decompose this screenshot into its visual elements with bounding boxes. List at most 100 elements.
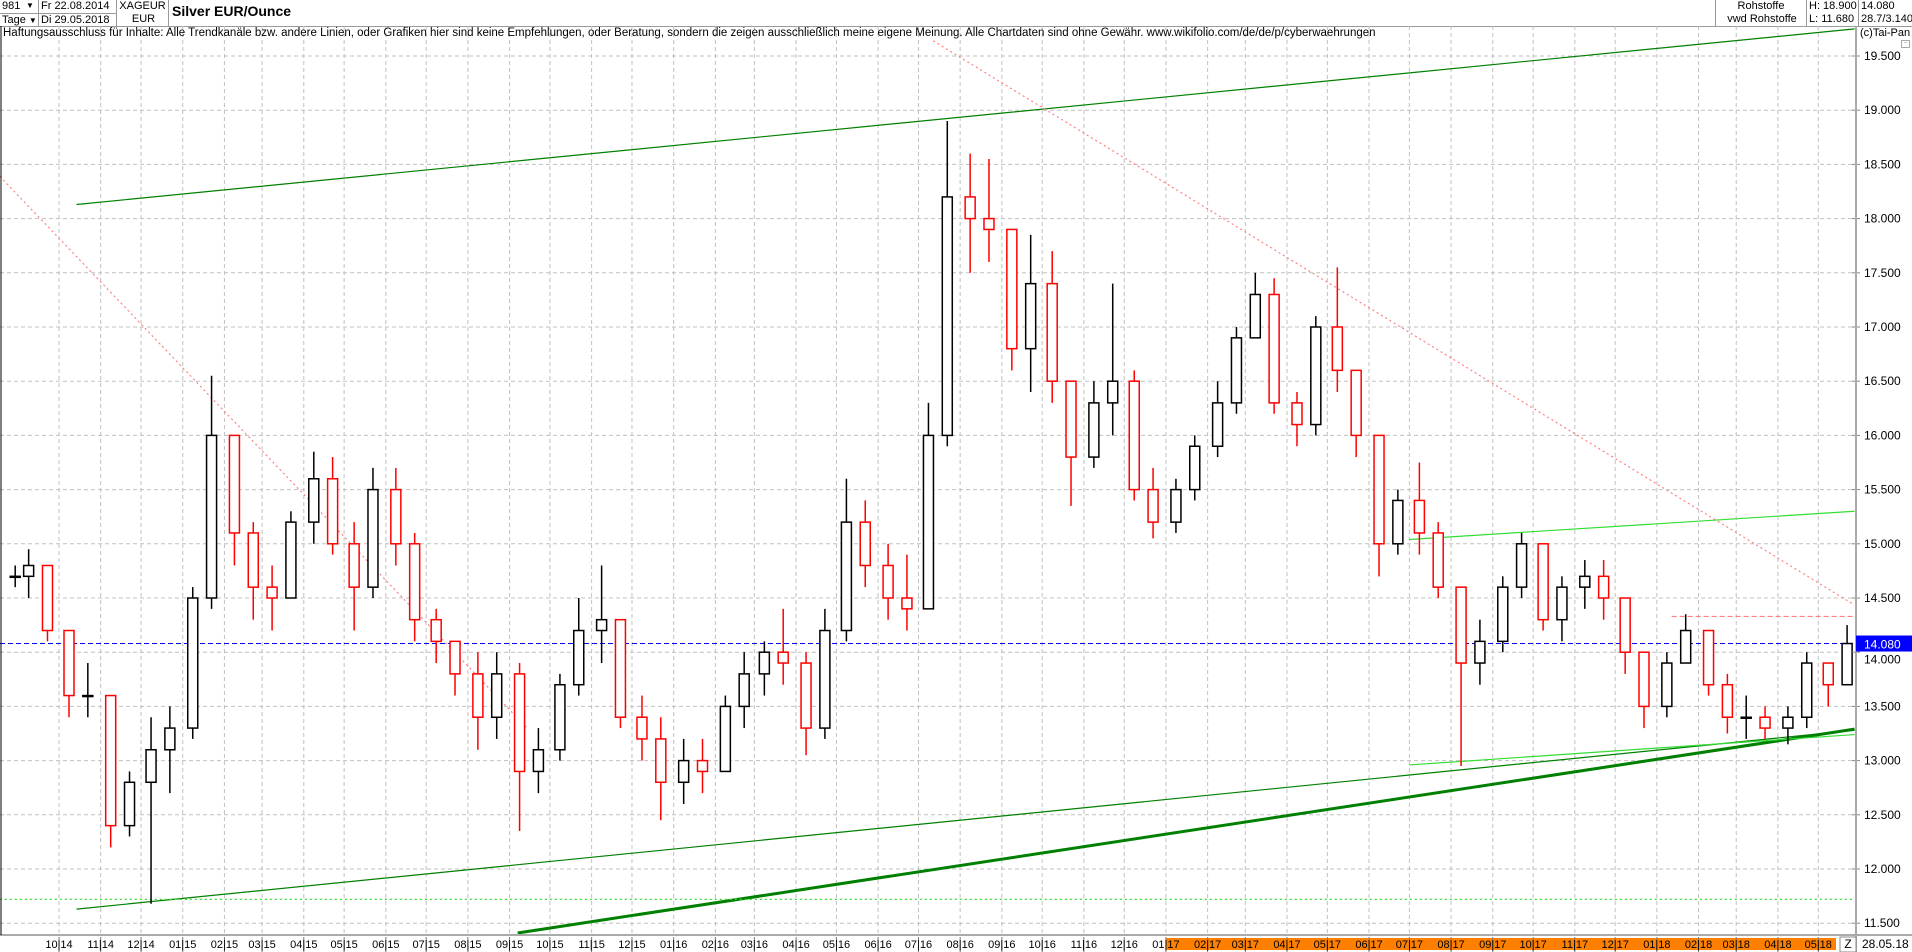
candle-body	[430, 618, 442, 643]
candle	[532, 728, 545, 794]
x-tick-label: 02|16	[702, 939, 729, 951]
bar-count[interactable]: 981	[2, 0, 21, 12]
trendline-resistance-2015	[0, 175, 528, 729]
x-tick-label: 08|16	[946, 939, 973, 951]
candle-body	[677, 759, 690, 784]
candle	[1515, 532, 1528, 598]
date-from[interactable]: Fr 22.08.2014	[41, 0, 110, 12]
candle	[1088, 381, 1100, 468]
period-selector[interactable]: Tage ▼	[0, 13, 38, 27]
date-range[interactable]: Fr 22.08.2014 Di 29.05.2018	[39, 0, 117, 26]
candle-body	[636, 716, 648, 740]
x-tick-label: 09|16	[988, 939, 1015, 951]
x-tick-label: 11|16	[1071, 939, 1098, 951]
candle-body	[532, 749, 545, 773]
x-tick-label: 04|16	[782, 939, 809, 951]
candle	[614, 618, 627, 729]
candle	[513, 663, 526, 832]
candle-body	[1474, 640, 1486, 664]
candle	[696, 738, 709, 794]
candle-body	[348, 543, 360, 588]
x-tick-label: 01|18	[1643, 939, 1670, 951]
candle	[1759, 706, 1771, 739]
candle-body	[614, 618, 627, 718]
candle	[1556, 576, 1568, 642]
candle-body	[1497, 586, 1509, 643]
candle-body	[367, 488, 379, 588]
bar-count-selector[interactable]: 981 ▼ Tage ▼	[0, 0, 39, 26]
x-tick-label: 06|16	[864, 939, 891, 951]
x-tick-label: 08|15	[454, 939, 481, 951]
candle	[1474, 619, 1486, 685]
candle	[1638, 651, 1650, 729]
exchange: Rohstoffe	[1737, 0, 1785, 12]
symbol: XAGEUR	[119, 0, 166, 12]
y-tick-label: 16.500	[1864, 374, 1901, 388]
candle	[123, 771, 136, 837]
x-tick-label: 10|17	[1519, 939, 1546, 951]
candle	[472, 652, 484, 750]
axis-end-marker: Z	[1844, 937, 1851, 951]
period-label[interactable]: Tage	[2, 14, 26, 26]
candle	[367, 467, 379, 598]
trendline-lower-channel-2017	[1409, 733, 1855, 766]
candle-body	[1782, 716, 1794, 729]
candle-body	[1128, 380, 1140, 491]
candle-body	[1147, 488, 1159, 523]
candle-body	[777, 651, 789, 664]
candle	[1046, 251, 1058, 403]
candle-body	[882, 564, 894, 599]
period-low: L: 11.680	[1809, 13, 1855, 25]
collapse-icon[interactable]: −	[1901, 40, 1910, 48]
candle	[1782, 706, 1794, 745]
candle-body	[228, 434, 241, 534]
x-tick-label: 05|16	[823, 939, 850, 951]
date-to[interactable]: Di 29.05.2018	[39, 13, 116, 27]
candle-body	[104, 694, 117, 827]
x-tick-label: 01|16	[660, 939, 687, 951]
high-low-box: H: 18.900 L: 11.680	[1807, 0, 1859, 26]
candle	[1268, 278, 1280, 414]
candle-body	[1841, 642, 1853, 686]
candle-body	[1661, 662, 1673, 708]
candle-body	[1413, 499, 1426, 534]
data-source: vwd Rohstoffe	[1727, 13, 1797, 25]
x-tick-label: 01|15	[169, 939, 196, 951]
x-tick-label: 06|17	[1355, 939, 1382, 951]
candle	[1024, 234, 1037, 393]
exchange-box: Rohstoffe vwd Rohstoffe	[1715, 0, 1807, 26]
candle	[82, 663, 94, 718]
x-tick-label: 05|15	[330, 939, 357, 951]
x-tick-label: 07|16	[905, 939, 932, 951]
candle	[266, 565, 278, 631]
y-tick-label: 15.500	[1864, 483, 1901, 497]
x-tick-label: 04|18	[1764, 939, 1791, 951]
candle	[63, 629, 75, 718]
candle-body	[696, 759, 709, 773]
last-price-tag-label: 14.080	[1864, 638, 1901, 652]
x-tick-label: 02|18	[1685, 939, 1712, 951]
triangle-down-icon[interactable]: ▼	[26, 1, 34, 10]
y-tick-label: 15.000	[1864, 537, 1901, 551]
candle	[554, 673, 566, 761]
candle-body	[1170, 488, 1182, 523]
candle-body	[266, 586, 278, 599]
x-tick-label: 09|15	[496, 939, 523, 951]
candle	[1392, 489, 1404, 555]
candle-body	[1579, 575, 1591, 588]
candle	[1537, 543, 1549, 631]
period-high: H: 18.900	[1809, 0, 1857, 12]
candle	[800, 652, 812, 756]
triangle-down-icon[interactable]: ▼	[28, 16, 37, 25]
candle	[655, 717, 667, 821]
trendline-upper-channel-2017	[1409, 510, 1855, 541]
candle	[1147, 467, 1159, 539]
candle	[104, 694, 117, 848]
candle	[1432, 522, 1444, 598]
candle	[1291, 392, 1303, 447]
y-tick-label: 14.500	[1864, 591, 1901, 605]
y-tick-label: 12.500	[1864, 808, 1901, 822]
candle	[326, 457, 339, 555]
candle	[449, 640, 461, 696]
